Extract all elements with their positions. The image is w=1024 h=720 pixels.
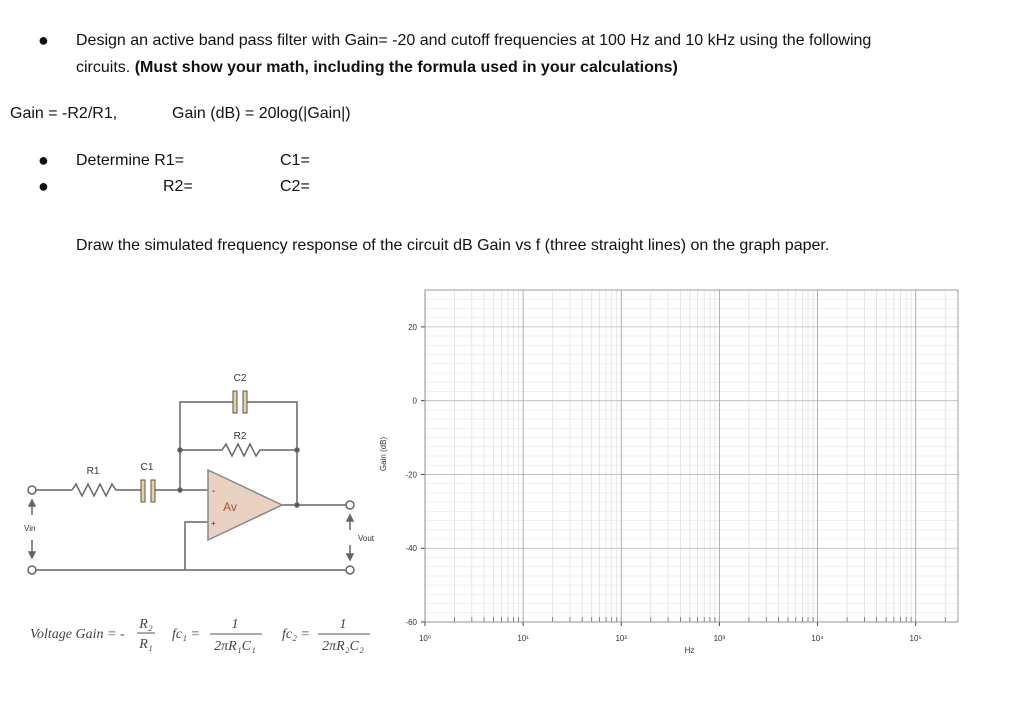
capacitor-c1 [140,479,146,503]
arrowhead [27,551,37,560]
resistor-r2 [180,442,297,458]
formula-text: Gain = -R2/R1, [10,105,118,122]
y-tick-label: 0 [413,397,418,406]
label: Av [223,500,237,514]
arrowhead [27,498,37,507]
x-tick-label: 10⁰ [419,634,431,643]
question-text: circuits. [76,59,131,76]
terminal [27,565,37,575]
capacitor-c2 [242,390,248,414]
label: Vin [24,524,35,533]
terminal [27,485,37,495]
label: R2 [234,431,247,442]
arrowhead [345,553,355,562]
resistor-r1 [71,482,143,498]
label: Vout [358,534,375,543]
circuit [27,390,355,575]
bullet: ● [38,176,49,196]
determine-text: R2= [163,178,193,195]
circuit-labels: C2 R2 R1 C1 Av - + Vin Vout [24,373,375,543]
determine-text: C2= [280,178,310,195]
instruction-text: Draw the simulated frequency response of… [76,237,830,254]
formula-text: 1 [232,617,239,632]
terminal [345,565,355,575]
y-tick-label: -20 [405,470,417,479]
y-tick-label: 20 [408,323,417,332]
label: - [212,486,215,497]
determine-text: C1= [280,152,310,169]
formula-text: fc₁ = [172,627,200,642]
node [177,447,183,453]
arrowhead [345,513,355,522]
formula-text: R₂ [138,617,153,632]
bullet: ● [38,150,49,170]
x-axis-label: Hz [685,646,695,655]
capacitor-c1 [150,479,156,503]
node [177,487,183,493]
label: C2 [234,373,247,384]
y-axis-label: Gain (dB) [379,437,388,472]
formula-text: 1 [340,617,347,632]
formula-text: 2πR₁C₁ [214,639,256,654]
terminal [345,500,355,510]
question-text: circuits. (Must show your math, includin… [76,59,678,77]
bullet: ● [38,30,49,50]
node [294,447,300,453]
formula-text: Voltage Gain = - [30,627,125,642]
question-bold: (Must show your math, including the form… [134,59,678,76]
label: C1 [141,462,154,473]
question-text: Design an active band pass filter with G… [76,32,872,49]
x-tick-label: 10⁴ [811,634,824,643]
determine-text: Determine R1= [76,152,185,169]
formula-text: Gain (dB) = 20log(|Gain|) [172,105,351,122]
y-tick-label: -60 [405,618,417,627]
op-amp [207,468,284,542]
wire [179,401,235,490]
x-tick-label: 10² [615,634,627,643]
wire [184,521,208,570]
formula-text: 2πR₂C₂ [322,639,364,654]
label: R1 [87,466,100,477]
wire [245,401,298,505]
x-tick-label: 10³ [714,634,726,643]
x-tick-label: 10⁵ [910,634,922,643]
node [294,502,300,508]
label: + [211,519,216,528]
plot-frame [424,289,959,623]
formula: Voltage Gain = - R₂ R₁ fc₁ = 1 2πR₁C₁ fc… [30,617,370,654]
formula-text: R₁ [138,637,152,652]
capacitor-c2 [232,390,238,414]
formula-text: fc₂ = [282,627,310,642]
x-tick-label: 10¹ [517,634,529,643]
y-tick-label: -40 [405,544,417,553]
